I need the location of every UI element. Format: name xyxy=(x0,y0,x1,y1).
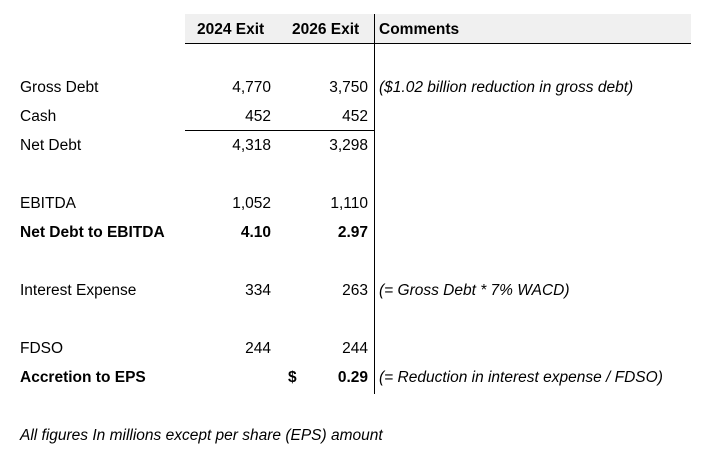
header-comments: Comments xyxy=(379,21,460,38)
net-debt-to-ebitda-2024: 4.10 xyxy=(240,224,271,241)
header-underline xyxy=(185,43,691,44)
row-label-gross-debt: Gross Debt xyxy=(20,79,99,96)
row-label-interest-expense: Interest Expense xyxy=(20,282,137,299)
header-2024-exit: 2024 Exit xyxy=(197,21,265,38)
subtotal-line xyxy=(185,130,374,131)
cash-2026: 452 xyxy=(342,108,368,125)
row-label-net-debt: Net Debt xyxy=(20,137,82,154)
accretion-to-eps-comment: (= Reduction in interest expense / FDSO) xyxy=(379,369,663,386)
interest-expense-comment: (= Gross Debt * 7% WACD) xyxy=(379,282,570,299)
footnote: All figures In millions except per share… xyxy=(20,427,383,444)
net-debt-2026: 3,298 xyxy=(329,137,368,154)
fdso-2026: 244 xyxy=(342,340,368,357)
accretion-currency-symbol: $ xyxy=(288,369,297,386)
row-label-ebitda: EBITDA xyxy=(20,195,76,212)
row-label-fdso: FDSO xyxy=(20,340,64,357)
interest-expense-2024: 334 xyxy=(245,282,271,299)
comments-divider xyxy=(374,14,375,394)
gross-debt-2026: 3,750 xyxy=(329,79,368,96)
row-label-cash: Cash xyxy=(20,108,57,125)
accretion-to-eps-2026: 0.29 xyxy=(337,369,368,386)
ebitda-2026: 1,110 xyxy=(330,195,368,212)
gross-debt-comment: ($1.02 billion reduction in gross debt) xyxy=(379,79,634,96)
cash-2024: 452 xyxy=(245,108,271,125)
net-debt-2024: 4,318 xyxy=(232,137,271,154)
fdso-2024: 244 xyxy=(245,340,271,357)
interest-expense-2026: 263 xyxy=(342,282,368,299)
header-2026-exit: 2026 Exit xyxy=(292,21,360,38)
header-band xyxy=(185,14,691,44)
net-debt-to-ebitda-2026: 2.97 xyxy=(337,224,368,241)
row-label-accretion-to-eps: Accretion to EPS xyxy=(20,369,146,386)
ebitda-2024: 1,052 xyxy=(232,195,271,212)
row-label-net-debt-to-ebitda: Net Debt to EBITDA xyxy=(20,224,165,241)
gross-debt-2024: 4,770 xyxy=(232,79,271,96)
